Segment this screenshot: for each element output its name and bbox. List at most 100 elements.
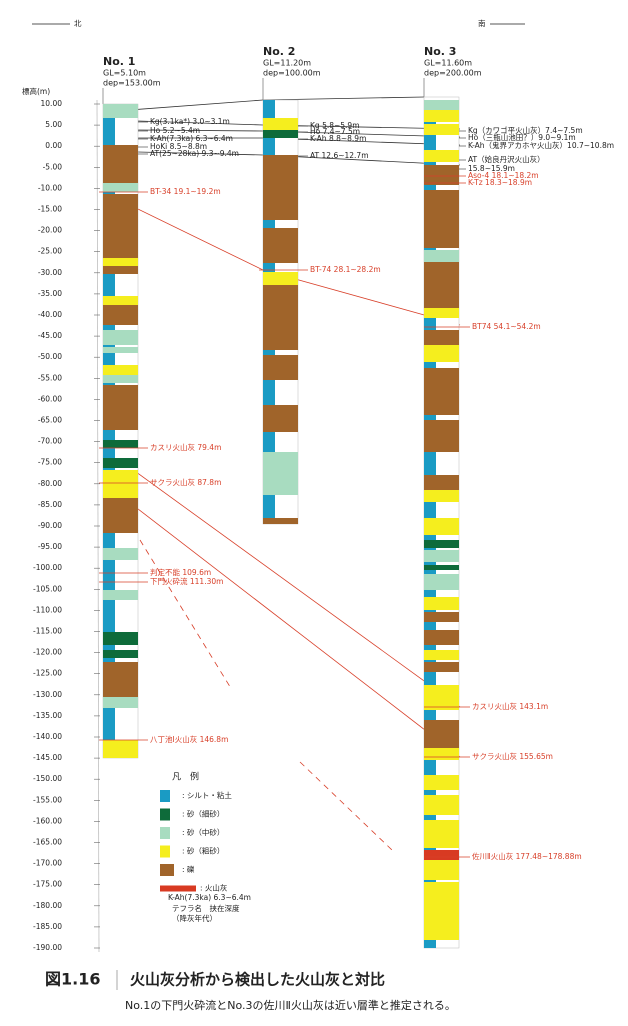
axis-title: 標高(m)	[22, 86, 50, 96]
tephra-label: AT(25~28ka) 9.3~9.4m	[150, 149, 239, 158]
layer	[424, 820, 459, 848]
layer	[424, 612, 459, 622]
tephra-label: AT（姶良丹沢火山灰）	[468, 154, 545, 164]
y-tick-label: -155.00	[33, 795, 62, 804]
layer	[424, 368, 459, 415]
y-tick-label: -10.00	[38, 183, 62, 192]
marker-label: カスリ火山灰 143.1m	[472, 701, 548, 711]
legend-example: K-Ah(7.3ka) 6.3~6.4m	[168, 893, 251, 902]
layer	[424, 775, 459, 790]
layer	[424, 574, 459, 590]
borehole-gl: GL=11.60m	[424, 59, 472, 68]
y-tick-label: -30.00	[38, 268, 62, 277]
layer	[103, 266, 138, 274]
tephra-label: Kg 5.8~5.9m	[310, 121, 360, 130]
layer	[424, 262, 459, 308]
tephra-label: 15.8~15.9m	[468, 164, 515, 173]
layer	[424, 165, 459, 185]
layer	[103, 650, 138, 658]
tephra-label: Kg（カワゴ平火山灰）7.4~7.5m	[468, 125, 583, 135]
y-tick-label: -80.00	[38, 479, 62, 488]
layer	[424, 630, 459, 645]
layer	[424, 662, 459, 672]
y-tick-label: -115.00	[33, 627, 62, 636]
legend-label: : 砂（中砂）	[182, 827, 224, 837]
y-tick-label: -35.00	[38, 289, 62, 298]
layer	[103, 194, 138, 258]
y-tick-label: -145.00	[33, 753, 62, 762]
y-tick-label: -140.00	[33, 732, 62, 741]
y-tick-label: -135.00	[33, 711, 62, 720]
layer	[103, 548, 138, 560]
layer	[103, 498, 138, 533]
legend-swatch	[160, 827, 170, 839]
y-tick-label: -75.00	[38, 458, 62, 467]
y-tick-label: -85.00	[38, 500, 62, 509]
y-tick-label: -70.00	[38, 437, 62, 446]
layer	[424, 475, 459, 490]
marker-label: K-Tz 18.3~18.9m	[468, 178, 532, 187]
marker-label: サクラ火山灰 155.65m	[472, 751, 553, 761]
borehole-name: No. 3	[424, 45, 456, 58]
marker-label: BT-74 28.1~28.2m	[310, 265, 381, 274]
layer	[263, 228, 298, 263]
layer	[424, 882, 459, 940]
layer	[424, 540, 459, 548]
y-tick-label: -95.00	[38, 542, 62, 551]
y-tick-label: -50.00	[38, 352, 62, 361]
y-tick-label: -60.00	[38, 394, 62, 403]
y-tick-label: -100.00	[33, 563, 62, 572]
layer	[424, 565, 459, 570]
marker-label: BT74 54.1~54.2m	[472, 322, 541, 331]
legend-title: 凡 例	[172, 771, 199, 783]
marker-label: 佐川Ⅱ火山灰 177.48~178.88m	[472, 851, 582, 861]
layer	[263, 355, 298, 380]
y-tick-label: -90.00	[38, 521, 62, 530]
y-tick-label: 0.00	[45, 141, 62, 150]
layer	[103, 330, 138, 345]
y-tick-label: -190.00	[33, 943, 62, 952]
south-label: 南	[478, 18, 486, 28]
legend-label: : 火山灰	[200, 883, 228, 893]
layer	[424, 345, 459, 362]
layer	[424, 250, 459, 262]
layer	[424, 124, 459, 135]
layer	[103, 470, 138, 480]
layer	[263, 485, 298, 495]
y-tick-label: -185.00	[33, 922, 62, 931]
y-tick-label: -55.00	[38, 373, 62, 382]
layer	[103, 632, 138, 645]
y-tick-label: -160.00	[33, 816, 62, 825]
legend-label: : 砂（細砂）	[182, 809, 224, 819]
figure-number: 図1.16	[45, 970, 100, 989]
layer	[103, 365, 138, 375]
marker-label: カスリ火山灰 79.4m	[150, 442, 221, 452]
y-tick-label: -45.00	[38, 331, 62, 340]
legend-swatch	[160, 864, 174, 876]
y-tick-label: -170.00	[33, 859, 62, 868]
marker-label: 下門火砕流 111.30m	[150, 576, 223, 586]
layer	[103, 347, 138, 353]
layer	[103, 740, 138, 758]
layer	[424, 150, 459, 162]
layer	[424, 518, 459, 535]
tephra-label: AT 12.6~12.7m	[310, 151, 369, 160]
layer	[103, 296, 138, 305]
layer	[103, 662, 138, 697]
layer	[424, 420, 459, 452]
borehole-name: No. 1	[103, 55, 135, 68]
y-tick-label: -125.00	[33, 669, 62, 678]
layer	[263, 452, 298, 485]
y-tick-label: -165.00	[33, 838, 62, 847]
tephra-label: HoKi 8.5~8.8m	[150, 142, 207, 151]
layer	[103, 385, 138, 430]
layer	[103, 305, 138, 325]
borehole-depth: dep=100.00m	[263, 69, 321, 78]
borehole-depth: dep=153.00m	[103, 79, 161, 88]
y-tick-label: -150.00	[33, 774, 62, 783]
borehole-gl: GL=5.10m	[103, 69, 146, 78]
borehole-name: No. 2	[263, 45, 295, 58]
layer	[424, 100, 459, 110]
layer	[424, 330, 459, 345]
